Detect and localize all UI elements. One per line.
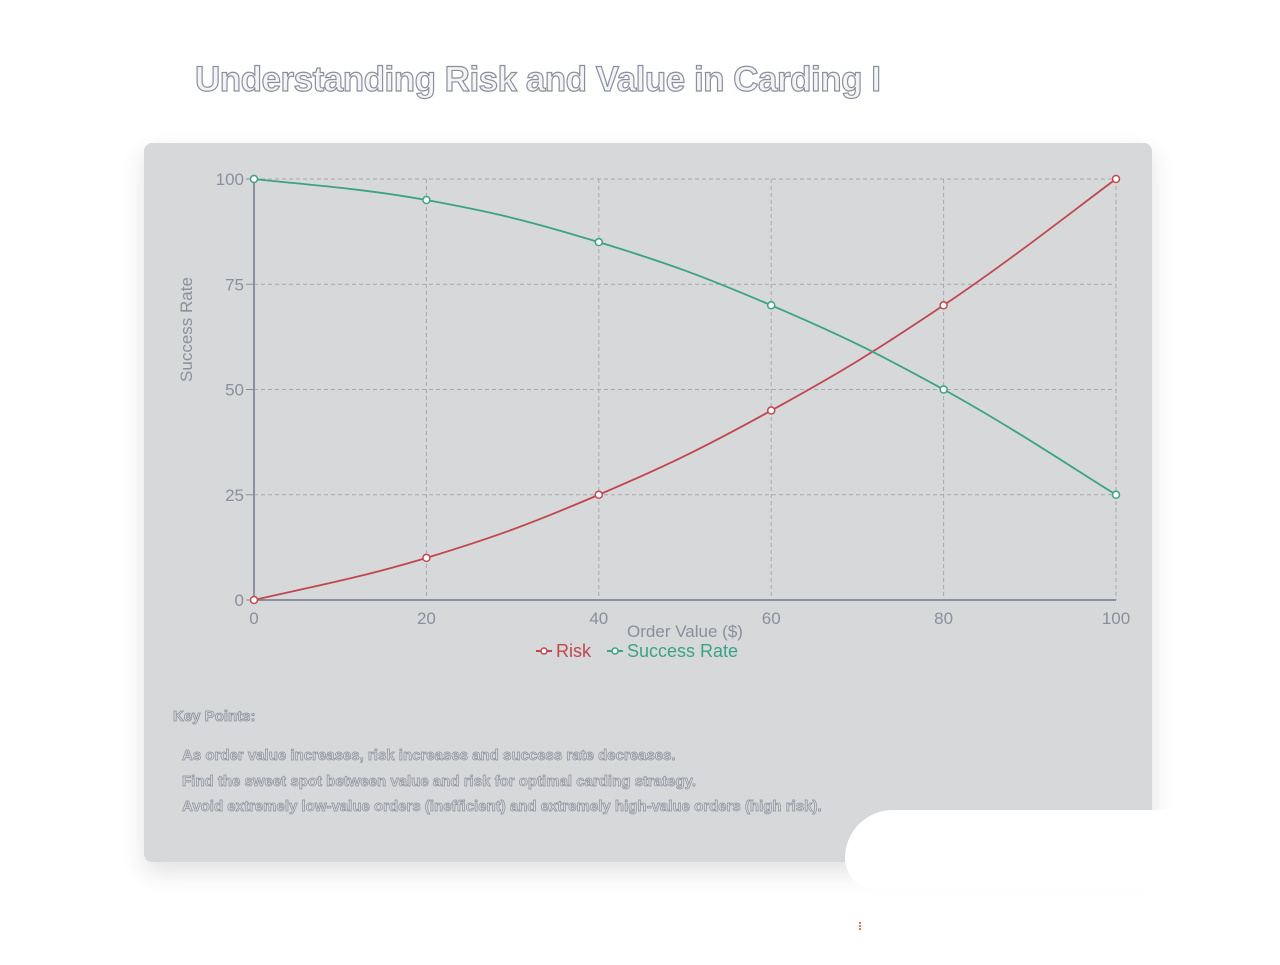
y-tick-label: 25 [225,486,244,505]
x-tick-label: 80 [934,609,953,628]
success-rate-legend-label: Success Rate [627,641,738,661]
success-rate-legend-marker [611,647,619,655]
success-rate-point [249,174,259,184]
success-rate-point [1111,490,1121,499]
risk-point [939,301,948,310]
risk-point [766,406,776,415]
success-rate-point [939,385,948,394]
x-tick-label: 0 [249,609,258,628]
risk-legend-marker [540,647,548,655]
x-tick-label: 60 [762,609,781,628]
key-points-heading: Key Points: [173,708,256,726]
x-tick-label: 20 [417,609,436,628]
chart-card: 0 25 50 75 100 0 20 40 60 80 100 Order Value ($) Suc… [144,143,1152,862]
success-rate-point [766,301,776,310]
success-rate-line [253,178,1117,496]
success-rate-point [594,237,604,247]
risk-point [594,490,604,499]
overlay-mark [859,922,861,930]
risk-line [253,178,1117,601]
risk-legend-label: Risk [556,641,592,661]
x-tick-label: 100 [1102,609,1130,628]
x-axis-label: Order Value ($) [627,622,743,641]
key-point: Avoid extremely low-value orders (ineffi… [182,794,822,820]
overlay-blob [845,810,1280,890]
risk-point [249,595,259,605]
y-tick-label: 100 [216,170,244,189]
x-tick-label: 40 [589,609,608,628]
y-axis-label: Success Rate [177,277,196,382]
y-tick-label: 50 [225,381,244,400]
success-rate-point [422,195,431,205]
page-title: Understanding Risk and Value in Carding … [195,60,882,100]
risk-point [1111,174,1121,184]
key-points-list: As order value increases, risk increases… [164,743,822,820]
y-tick-label: 75 [225,275,244,294]
risk-point [422,553,431,563]
y-tick-label: 0 [235,591,244,610]
key-point: Find the sweet spot between value and ri… [182,769,822,795]
key-point: As order value increases, risk increases… [182,743,822,769]
